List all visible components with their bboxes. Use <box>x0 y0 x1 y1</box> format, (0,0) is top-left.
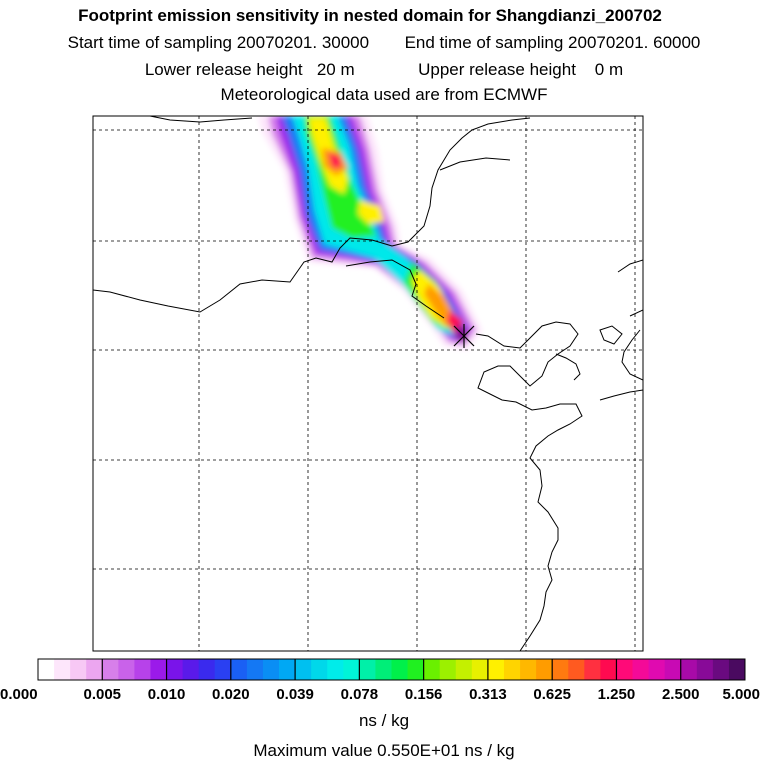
lat-lon-grid <box>93 116 643 651</box>
colorbar-tick-label: 0.078 <box>341 686 379 703</box>
plume-level-9 <box>328 152 342 168</box>
colorbar-cell <box>728 659 746 680</box>
colorbar-cell <box>38 659 55 680</box>
colorbar-tick-label: 0.625 <box>533 686 571 703</box>
colorbar-cell <box>664 659 682 680</box>
colorbar-cell <box>311 659 328 680</box>
receptor-star-marker <box>453 324 475 348</box>
colorbar-tick-label: 0.039 <box>276 686 314 703</box>
colorbar-cell <box>584 659 601 680</box>
colorbar-cell <box>246 659 264 680</box>
colorbar-cell <box>166 659 184 680</box>
colorbar-cell <box>102 659 119 680</box>
colorbar-cell <box>471 659 489 680</box>
colorbar-cell <box>70 659 87 680</box>
colorbar-cell <box>648 659 666 680</box>
colorbar-tick-label: 0.005 <box>83 686 121 703</box>
colorbar-cell <box>536 659 553 680</box>
colorbar-cell <box>214 659 232 680</box>
upper-release-height-label: Upper release height 0 m <box>418 60 624 79</box>
colorbar-tick-label: 0.000 <box>0 686 38 703</box>
colorbar-tick-label: 0.313 <box>469 686 507 703</box>
colorbar-cell <box>279 659 296 680</box>
colorbar-units-label: ns / kg <box>358 711 410 730</box>
colorbar-cell <box>262 659 280 680</box>
colorbar-tick-label: 0.156 <box>405 686 443 703</box>
colorbar-cell <box>375 659 392 680</box>
colorbar-cell <box>86 659 103 680</box>
colorbar-cell <box>487 659 505 680</box>
colorbar-cell <box>118 659 135 680</box>
colorbar-cell <box>632 659 649 680</box>
colorbar-cell <box>230 659 248 680</box>
colorbar-cell <box>391 659 408 680</box>
emission-sensitivity-plume <box>258 116 482 350</box>
colorbar-cell <box>407 659 425 680</box>
colorbar-tick-labels: 0.000 0.005 0.010 0.020 0.039 0.078 0.156 0.313… <box>0 659 760 703</box>
colorbar-cell <box>150 659 167 680</box>
colorbar-cell <box>616 659 633 680</box>
start-time-label: Start time of sampling 20070201. 30000 <box>67 33 370 52</box>
colorbar-tick-label: 5.000 <box>722 686 760 703</box>
colorbar-cell <box>455 659 473 680</box>
colorbar-cell <box>327 659 344 680</box>
colorbar-cell <box>696 659 714 680</box>
colorbar-cell <box>423 659 441 680</box>
colorbar-cell <box>134 659 151 680</box>
colorbar-tick-label: 1.250 <box>598 686 636 703</box>
end-time-label: End time of sampling 20070201. 60000 <box>404 33 701 52</box>
release-height-line: Lower release height 20 m Upper release … <box>0 60 768 80</box>
colorbar-cell <box>343 659 360 680</box>
colorbar-cell <box>54 659 71 680</box>
sampling-time-line: Start time of sampling 20070201. 30000 E… <box>0 33 768 53</box>
colorbar-cell <box>182 659 200 680</box>
colorbar-cell <box>712 659 730 680</box>
colorbar-tick-label: 2.500 <box>662 686 700 703</box>
meteorological-data-label: Meteorological data used are from ECMWF <box>220 85 548 104</box>
plume-level-7c <box>358 200 384 224</box>
colorbar-cell <box>568 659 585 680</box>
map-title: Footprint emission sensitivity in nested… <box>78 6 662 25</box>
colorbar-cell <box>295 659 312 680</box>
colorbar-cell <box>359 659 376 680</box>
colorbar-cell <box>503 659 521 680</box>
colorbar-frame <box>37 658 746 681</box>
colorbar-tick-label: 0.010 <box>148 686 186 703</box>
colorbar-cell <box>552 659 569 680</box>
colorbar-cell <box>439 659 457 680</box>
lower-release-height-label: Lower release height 20 m <box>144 60 355 79</box>
coastlines <box>93 116 643 651</box>
colorbar-cell <box>520 659 537 680</box>
map-frame <box>92 115 644 652</box>
colorbar-cells <box>37 658 746 681</box>
colorbar-tick-label: 0.020 <box>212 686 250 703</box>
colorbar-cell <box>680 659 698 680</box>
plume-level-8b <box>424 284 456 326</box>
colorbar-cell <box>198 659 216 680</box>
maximum-value-label: Maximum value 0.550E+01 ns / kg <box>253 741 515 760</box>
colorbar-cell <box>600 659 617 680</box>
